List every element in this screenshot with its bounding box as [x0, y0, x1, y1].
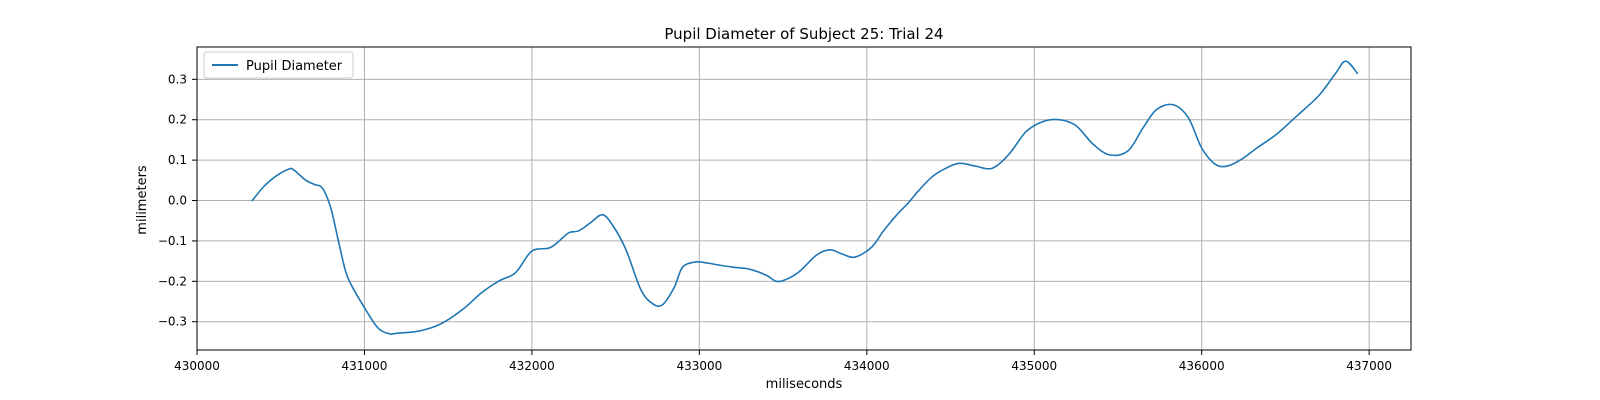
- y-tick-label: 0.0: [168, 194, 187, 208]
- y-tick-label: −0.2: [158, 274, 187, 288]
- x-tick-label: 435000: [1011, 359, 1057, 373]
- y-tick-label: −0.3: [158, 315, 187, 329]
- legend-label: Pupil Diameter: [246, 59, 343, 74]
- y-axis-label: milimeters: [135, 165, 150, 235]
- x-tick-label: 437000: [1346, 359, 1392, 373]
- series-layer: [251, 60, 1359, 335]
- x-tick-label: 434000: [844, 359, 890, 373]
- grid: [196, 47, 1411, 350]
- x-tick-label: 432000: [509, 359, 555, 373]
- x-tick-label: 431000: [342, 359, 388, 373]
- series-line-pupil-diameter: [251, 60, 1359, 335]
- plot-frame: [196, 46, 1412, 351]
- y-tick-label: 0.2: [168, 113, 187, 127]
- ticks: 430000 431000 432000 433000 434000 435000 4360…: [158, 72, 1392, 373]
- y-tick-label: 0.1: [168, 153, 187, 167]
- chart-title: Pupil Diameter of Subject 25: Trial 24: [664, 25, 943, 43]
- x-tick-label: 433000: [676, 359, 722, 373]
- x-axis-label: miliseconds: [766, 377, 843, 392]
- x-tick-label: 430000: [174, 359, 220, 373]
- y-tick-label: −0.1: [158, 234, 187, 248]
- y-tick-label: 0.3: [168, 72, 187, 86]
- legend-box: [203, 51, 354, 79]
- x-tick-label: 436000: [1179, 359, 1225, 373]
- legend: Pupil Diameter: [203, 51, 354, 79]
